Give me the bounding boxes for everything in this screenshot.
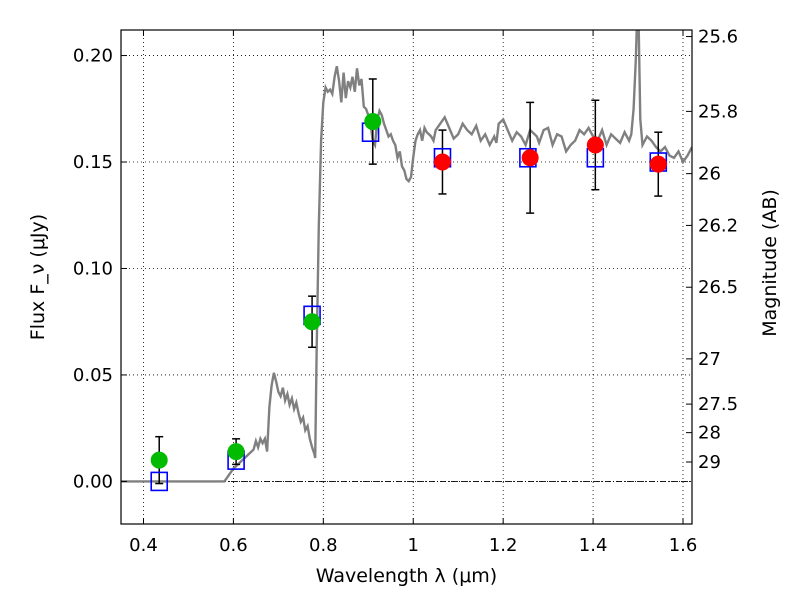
x-tick-label: 0.4 [129, 535, 158, 556]
y2-tick-label: 26.5 [698, 277, 738, 298]
observed-point-red [433, 153, 451, 171]
observed-point-green [150, 451, 168, 469]
y-tick-label: 0.05 [73, 365, 113, 386]
y2-tick-label: 25.8 [698, 101, 738, 122]
x-axis-label: Wavelength λ (μm) [316, 565, 497, 587]
observed-point-red [586, 136, 604, 154]
observed-point-green [227, 443, 245, 461]
observed-point-red [521, 149, 539, 167]
grid [121, 30, 692, 524]
y2-tick-label: 27 [698, 349, 721, 370]
y2-tick-label: 25.6 [698, 27, 738, 48]
y2-tick-label: 29 [698, 452, 721, 473]
model-photometry-point [150, 471, 169, 492]
ticks: 0.4 0.6 0.8 1 1.2 1.4 1.6 0.00 0.05 0.10 0.15 0.20 2… [73, 27, 738, 556]
x-tick-label: 1 [408, 535, 419, 556]
x-tick-label: 0.8 [309, 535, 338, 556]
y-tick-label: 0.15 [73, 152, 113, 173]
y2-tick-label: 27.5 [698, 394, 738, 415]
y-tick-label: 0.00 [73, 471, 113, 492]
model-photometry-markers [150, 122, 668, 492]
errorbars [155, 78, 663, 485]
observed-point-red [649, 155, 667, 173]
observed-point-green [303, 313, 321, 331]
y2-axis-label: Magnitude (AB) [759, 189, 781, 337]
y2-tick-label: 26 [698, 164, 721, 185]
observed-point-green [364, 113, 382, 131]
observed-markers [150, 113, 667, 469]
x-tick-label: 1.6 [669, 535, 698, 556]
y2-tick-label: 28 [698, 423, 721, 444]
plot-frame [120, 29, 693, 525]
x-tick-label: 0.6 [219, 535, 248, 556]
y-tick-label: 0.20 [73, 46, 113, 67]
y-tick-label: 0.10 [73, 258, 113, 279]
x-tick-label: 1.4 [579, 535, 608, 556]
y-axis-label: Flux F_ν (μJy) [27, 214, 49, 340]
model-spectrum-line [121, 30, 692, 483]
model-spectrum-layer [121, 30, 692, 483]
x-tick-label: 1.2 [489, 535, 518, 556]
y2-tick-label: 26.2 [698, 215, 738, 236]
